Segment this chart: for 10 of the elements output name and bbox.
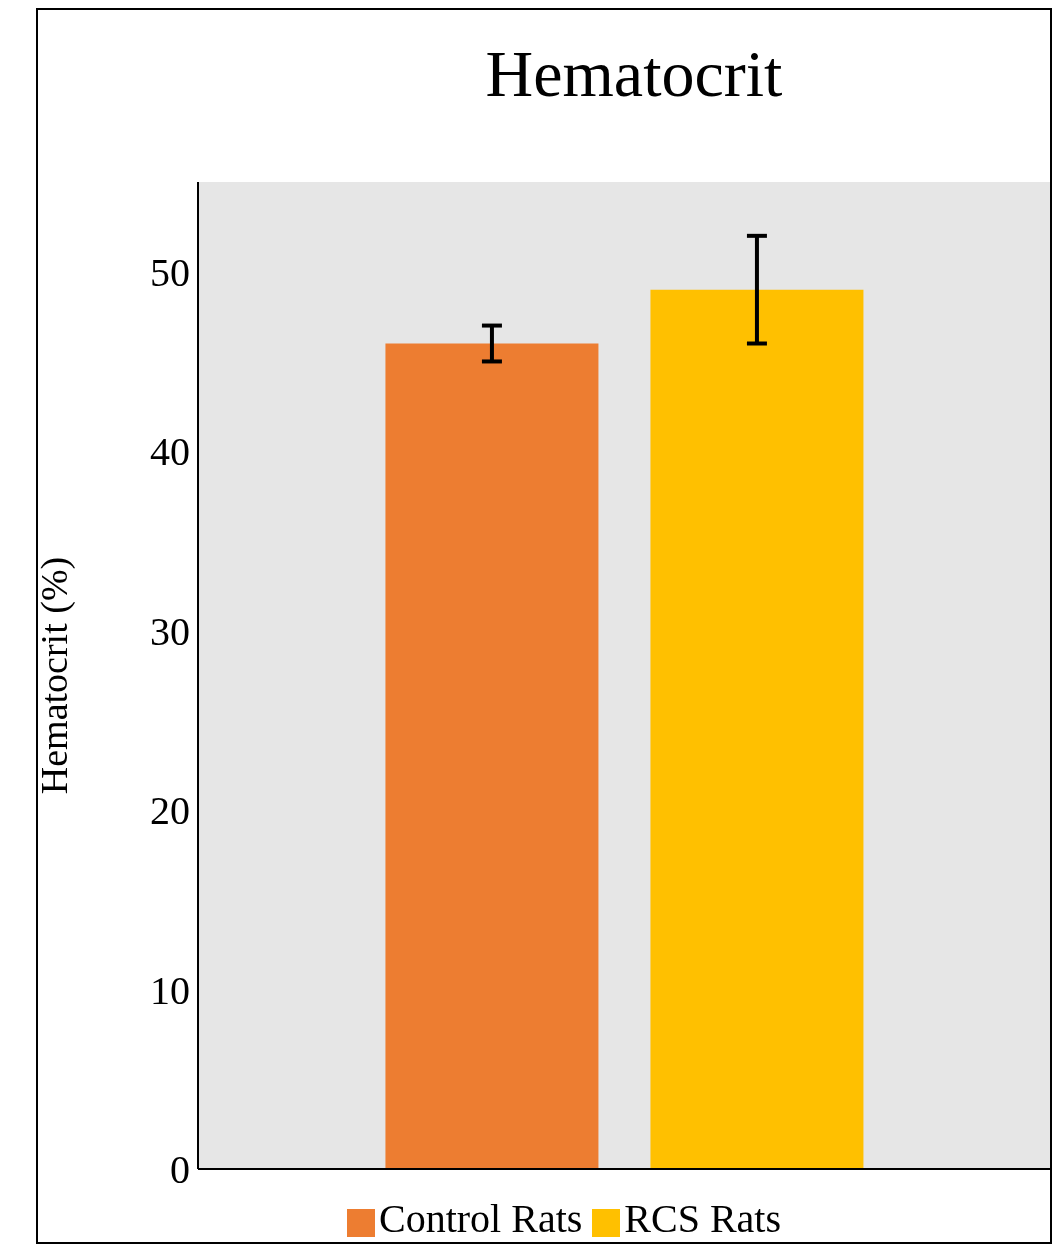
y-axis-title: Hematocrit (%) [33,556,77,795]
y-tick-label: 0 [170,1147,190,1193]
y-tick-label: 30 [150,608,190,654]
chart-title: Hematocrit [484,36,784,112]
legend-label: Control Rats [378,1196,583,1241]
y-tick-label: 20 [150,788,190,834]
legend-label: RCS Rats [624,1196,782,1241]
y-tick-label: 50 [150,249,190,295]
y-tick-label: 40 [150,429,190,475]
y-tick-label: 10 [150,967,190,1013]
